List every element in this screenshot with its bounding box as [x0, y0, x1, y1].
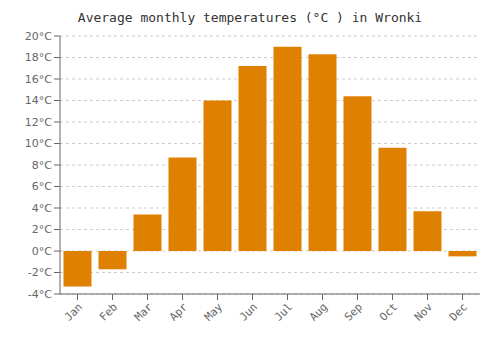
svg-text:20°C: 20°C: [25, 30, 52, 43]
svg-text:4°C: 4°C: [32, 202, 52, 215]
svg-text:18°C: 18°C: [25, 51, 52, 64]
svg-text:-2°C: -2°C: [28, 266, 52, 279]
svg-text:Mar: Mar: [132, 300, 156, 324]
svg-text:2°C: 2°C: [32, 223, 52, 236]
svg-text:Apr: Apr: [167, 300, 191, 324]
svg-text:Nov: Nov: [412, 300, 436, 324]
svg-text:Oct: Oct: [377, 300, 400, 323]
svg-text:-4°C: -4°C: [28, 288, 52, 301]
svg-text:Feb: Feb: [97, 300, 120, 323]
svg-text:Jul: Jul: [272, 300, 295, 323]
svg-text:16°C: 16°C: [25, 73, 52, 86]
svg-text:May: May: [202, 300, 226, 324]
svg-text:Jun: Jun: [237, 300, 260, 323]
svg-text:6°C: 6°C: [32, 180, 52, 193]
svg-text:0°C: 0°C: [32, 245, 52, 258]
svg-text:10°C: 10°C: [25, 137, 52, 150]
svg-text:8°C: 8°C: [32, 159, 52, 172]
svg-text:14°C: 14°C: [25, 94, 52, 107]
svg-text:Sep: Sep: [342, 300, 365, 323]
svg-text:Aug: Aug: [307, 300, 330, 323]
svg-text:Dec: Dec: [447, 300, 470, 323]
svg-text:Jan: Jan: [62, 300, 85, 323]
html-text:Average monthly temperatures (: Average monthly temperatures (°C ) in Wr…: [77, 10, 423, 25]
svg-text:12°C: 12°C: [25, 116, 52, 129]
